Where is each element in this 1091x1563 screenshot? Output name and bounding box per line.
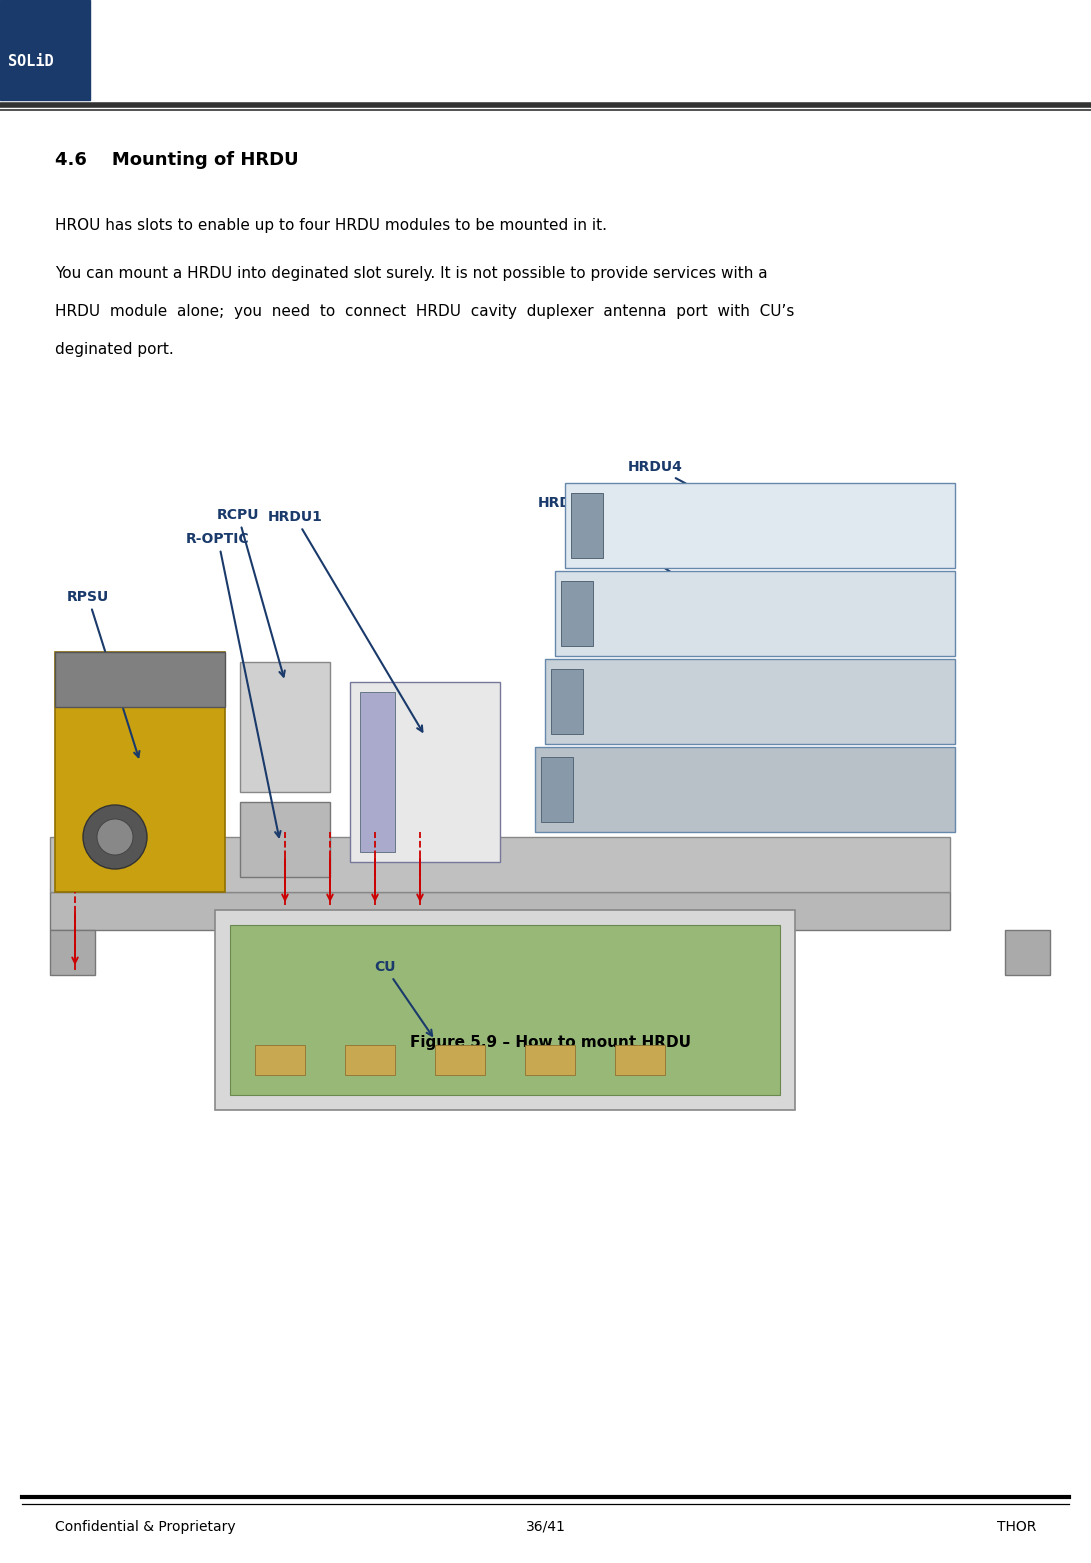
Bar	[240, 663, 329, 792]
Text: Figure 5.9 – How to mount HRDU: Figure 5.9 – How to mount HRDU	[409, 1036, 691, 1050]
Bar	[546, 660, 955, 744]
Bar	[55, 652, 225, 892]
Text: SOLiD: SOLiD	[8, 55, 53, 69]
Circle shape	[83, 805, 147, 869]
Bar	[0, 0, 89, 100]
Text: Confidential & Proprietary: Confidential & Proprietary	[55, 1519, 236, 1533]
Bar	[240, 802, 329, 877]
Text: You can mount a HRDU into deginated slot surely. It is not possible to provide s: You can mount a HRDU into deginated slot…	[55, 266, 768, 281]
Text: CU: CU	[374, 960, 432, 1036]
Text: R-OPTIC: R-OPTIC	[187, 531, 280, 838]
Bar	[561, 581, 594, 646]
Bar	[360, 692, 395, 852]
Bar	[255, 1046, 305, 1075]
Bar	[230, 925, 780, 1096]
Bar	[565, 483, 955, 567]
Bar	[50, 930, 95, 975]
Bar	[50, 892, 950, 930]
Text: HRDU2: HRDU2	[759, 705, 827, 742]
Bar	[435, 1046, 485, 1075]
Bar	[535, 747, 955, 832]
Bar	[55, 652, 225, 706]
Text: HROU has slots to enable up to four HRDU modules to be mounted in it.: HROU has slots to enable up to four HRDU…	[55, 217, 607, 233]
Bar	[541, 756, 573, 822]
Text: RPSU: RPSU	[67, 589, 140, 756]
Bar	[50, 838, 950, 892]
Text: HRDU1: HRDU1	[267, 510, 422, 731]
Text: HRDU4: HRDU4	[627, 460, 760, 524]
Text: 4.6    Mounting of HRDU: 4.6 Mounting of HRDU	[55, 152, 299, 169]
Text: HRDU  module  alone;  you  need  to  connect  HRDU  cavity  duplexer  antenna  p: HRDU module alone; you need to connect H…	[55, 303, 794, 319]
Bar	[215, 910, 795, 1110]
Bar	[551, 669, 583, 735]
Text: deginated port.: deginated port.	[55, 342, 173, 356]
Bar	[555, 570, 955, 656]
Bar	[525, 1046, 575, 1075]
Text: RCPU: RCPU	[217, 508, 285, 677]
Bar	[345, 1046, 395, 1075]
Bar	[1005, 930, 1050, 975]
Text: HRDU3: HRDU3	[538, 495, 731, 611]
Text: 36/41: 36/41	[526, 1519, 565, 1533]
Bar	[615, 1046, 666, 1075]
Text: THOR: THOR	[996, 1519, 1036, 1533]
Circle shape	[97, 819, 133, 855]
Bar	[571, 492, 603, 558]
Bar	[350, 681, 500, 863]
